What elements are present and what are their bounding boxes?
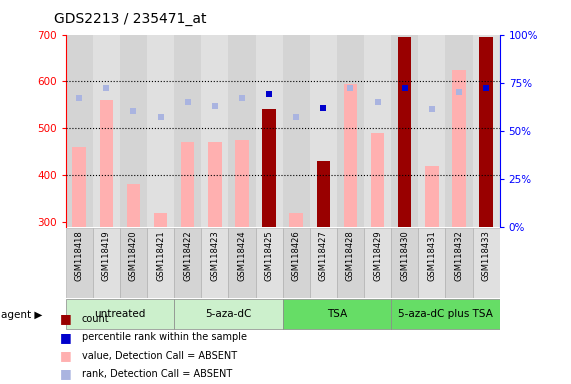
Bar (425, 166, 439, 227)
Text: GSM118427: GSM118427 (319, 230, 328, 281)
Bar (445, 228, 473, 298)
Text: GSM118433: GSM118433 (481, 230, 490, 281)
Text: TSA: TSA (327, 309, 347, 319)
Bar (181, 142, 195, 227)
Text: percentile rank within the sample: percentile rank within the sample (82, 332, 247, 342)
Text: untreated: untreated (94, 309, 146, 319)
Bar (309, 228, 337, 298)
Bar (120, 35, 147, 227)
Bar (391, 299, 500, 329)
Bar (93, 228, 120, 298)
Bar (255, 228, 283, 298)
Bar (66, 35, 93, 227)
Text: rank, Detection Call = ABSENT: rank, Detection Call = ABSENT (82, 369, 232, 379)
Bar (289, 214, 303, 227)
Bar (228, 228, 255, 298)
Bar (473, 35, 500, 227)
Text: ■: ■ (60, 367, 72, 381)
Text: GSM118420: GSM118420 (129, 230, 138, 281)
Bar (99, 100, 113, 227)
Bar (147, 35, 174, 227)
Bar (337, 228, 364, 298)
Text: count: count (82, 314, 109, 324)
Bar (364, 35, 391, 227)
Text: agent ▶: agent ▶ (1, 310, 42, 320)
Bar (174, 228, 202, 298)
Bar (309, 35, 337, 227)
Bar (120, 228, 147, 298)
Bar (255, 35, 283, 227)
Text: GSM118418: GSM118418 (75, 230, 84, 281)
Bar (344, 84, 357, 227)
Text: ■: ■ (60, 349, 72, 362)
Bar (445, 35, 473, 227)
Bar (93, 35, 120, 227)
Bar (391, 228, 418, 298)
Bar (371, 133, 384, 227)
Text: GSM118419: GSM118419 (102, 230, 111, 281)
Bar (208, 142, 222, 227)
Bar (391, 35, 418, 227)
Text: GSM118428: GSM118428 (346, 230, 355, 281)
Text: 5-aza-dC plus TSA: 5-aza-dC plus TSA (398, 309, 493, 319)
Bar (418, 35, 445, 227)
Bar (235, 140, 249, 227)
Text: 5-aza-dC: 5-aza-dC (205, 309, 252, 319)
Bar (473, 228, 500, 298)
Bar (364, 228, 391, 298)
Bar (127, 184, 140, 227)
Bar (73, 147, 86, 227)
Bar (262, 109, 276, 227)
Text: GSM118421: GSM118421 (156, 230, 165, 281)
Text: GSM118430: GSM118430 (400, 230, 409, 281)
Text: GSM118426: GSM118426 (292, 230, 301, 281)
Bar (228, 35, 255, 227)
Bar (479, 37, 493, 227)
Text: GSM118423: GSM118423 (210, 230, 219, 281)
Bar (398, 37, 412, 227)
Bar (418, 228, 445, 298)
Text: GSM118424: GSM118424 (238, 230, 247, 281)
Bar (66, 299, 174, 329)
Bar (202, 35, 228, 227)
Bar (452, 70, 466, 227)
Text: ■: ■ (60, 331, 72, 344)
Text: GSM118432: GSM118432 (455, 230, 464, 281)
Text: ■: ■ (60, 312, 72, 325)
Bar (66, 228, 93, 298)
Text: value, Detection Call = ABSENT: value, Detection Call = ABSENT (82, 351, 237, 361)
Bar (337, 35, 364, 227)
Text: GDS2213 / 235471_at: GDS2213 / 235471_at (54, 12, 207, 25)
Bar (283, 228, 309, 298)
Text: GSM118429: GSM118429 (373, 230, 382, 281)
Text: GSM118425: GSM118425 (264, 230, 274, 281)
Text: GSM118431: GSM118431 (427, 230, 436, 281)
Bar (174, 35, 202, 227)
Bar (283, 35, 309, 227)
Bar (283, 299, 391, 329)
Text: GSM118422: GSM118422 (183, 230, 192, 281)
Bar (147, 228, 174, 298)
Bar (174, 299, 283, 329)
Bar (202, 228, 228, 298)
Bar (316, 161, 330, 227)
Bar (154, 214, 167, 227)
